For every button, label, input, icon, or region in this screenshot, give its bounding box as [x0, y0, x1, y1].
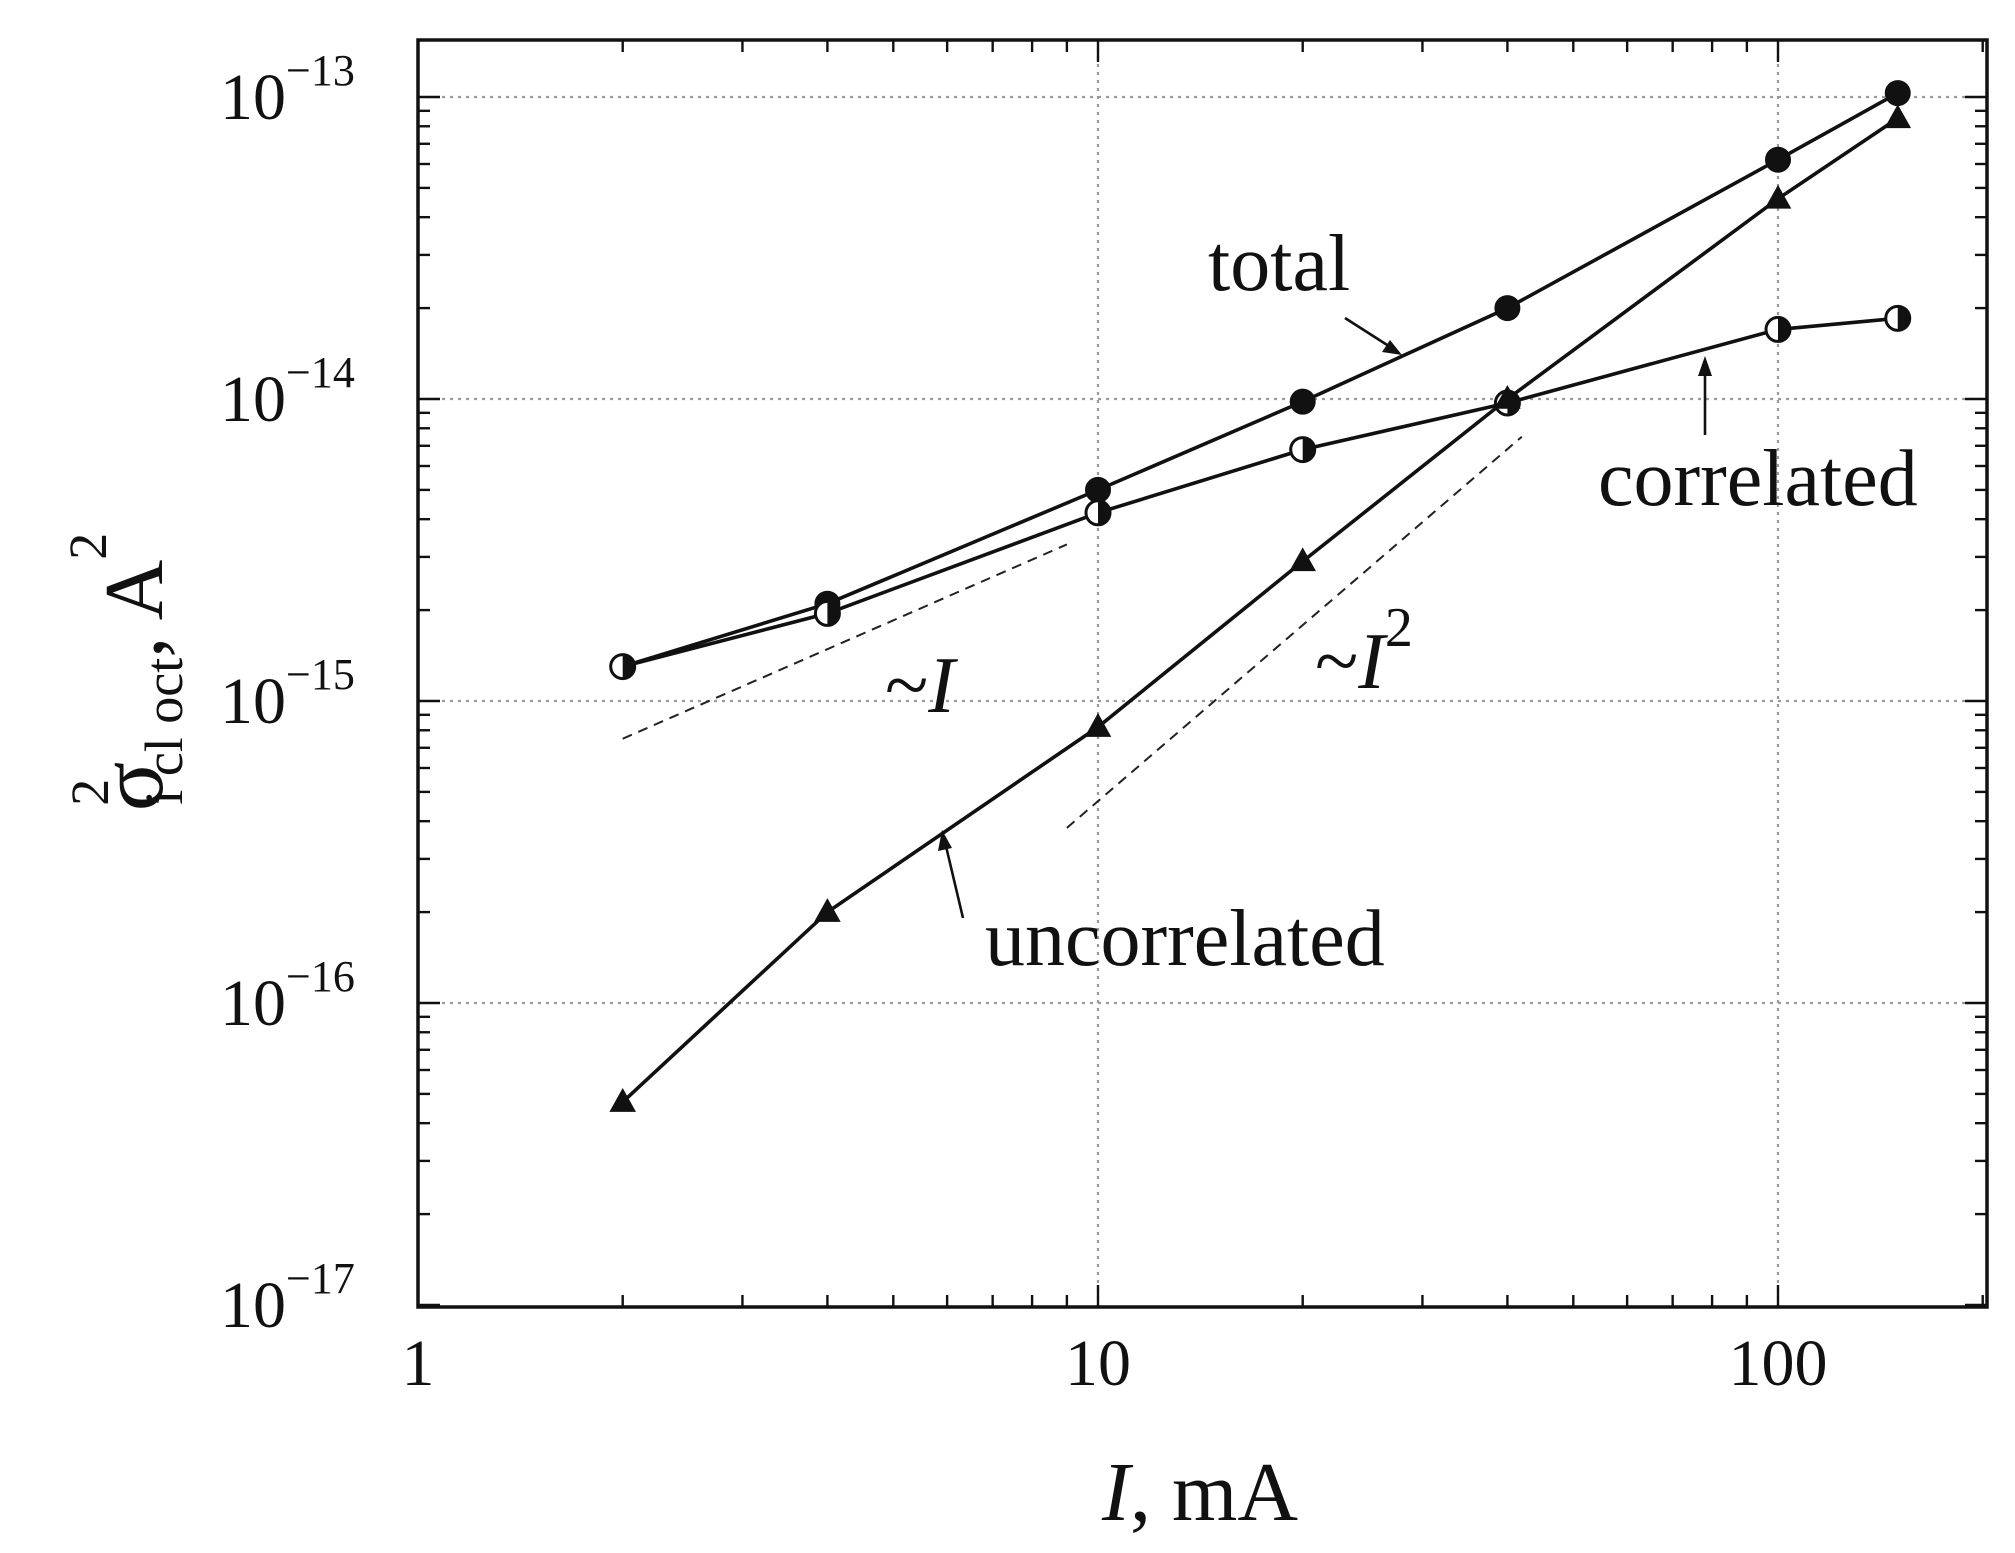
data-point-uncorrelated	[814, 898, 841, 922]
y-tick-label: 10−13	[220, 46, 355, 134]
y-axis-label-unit: , A	[88, 559, 181, 657]
total-arrow	[1344, 316, 1396, 352]
data-point-uncorrelated	[1289, 547, 1317, 572]
data-point-total	[1085, 476, 1111, 503]
y-tick-label-exponent: −13	[286, 46, 355, 95]
y-tick-label-base: 10	[220, 61, 286, 134]
data-point-correlated	[609, 653, 637, 681]
y-tick-label-base: 10	[220, 665, 286, 738]
trend-linear-prefix: ~	[885, 642, 928, 730]
data-point-correlated	[1884, 304, 1912, 332]
y-tick-label-exponent: −17	[286, 1254, 355, 1303]
total-arrow-head	[1382, 340, 1402, 355]
y-tick-label: 10−14	[220, 348, 355, 436]
trend-square-variable: I	[1357, 618, 1388, 706]
x-tick-label: 1	[402, 1327, 435, 1400]
y-tick-label-base: 10	[220, 363, 286, 436]
x-axis-label-unit: , mA	[1130, 1446, 1298, 1539]
label-trend-square: ~I2	[1315, 597, 1413, 706]
y-tick-label-exponent: −16	[286, 952, 355, 1001]
marker-fill-half	[827, 601, 840, 626]
label-uncorrelated: uncorrelated	[985, 895, 1385, 983]
label-correlated: correlated	[1598, 435, 1918, 523]
grid-layer	[418, 40, 1987, 1307]
marker-fill-half	[1778, 317, 1790, 342]
y-tick-label: 10−16	[220, 952, 355, 1040]
y-axis-label-unit-sup: 2	[58, 533, 118, 560]
label-trend-linear: ~I	[885, 642, 958, 730]
trend-layer	[622, 435, 1523, 829]
y-tick-label-base: 10	[220, 1269, 286, 1342]
data-point-uncorrelated	[609, 1088, 637, 1112]
data-point-correlated	[813, 599, 841, 627]
x-tick-label: 10	[1065, 1327, 1131, 1400]
data-point-total	[1765, 146, 1791, 173]
marker-fill-half	[622, 654, 635, 679]
x-axis-label: I, mA	[1101, 1446, 1298, 1539]
trend-linear-variable: I	[927, 642, 958, 730]
label-total: total	[1208, 220, 1350, 308]
data-point-uncorrelated	[1494, 385, 1521, 409]
correlated-arrow-head	[1698, 356, 1712, 376]
uncorrelated-arrow	[943, 841, 965, 919]
y-tick-label-exponent: −14	[286, 348, 355, 397]
y-tick-label-base: 10	[220, 967, 286, 1040]
data-point-total	[1494, 295, 1521, 322]
data-point-correlated	[1084, 499, 1112, 527]
series-line-total	[622, 91, 1899, 669]
data-point-uncorrelated	[1884, 104, 1912, 129]
y-axis-label-sup: 2	[60, 779, 120, 806]
trend-line	[1066, 435, 1523, 829]
trend-square-prefix: ~	[1315, 618, 1358, 706]
data-point-uncorrelated	[1084, 713, 1112, 737]
data-point-total	[1884, 80, 1911, 107]
plot-frame	[416, 38, 1989, 1309]
data-point-uncorrelated	[1764, 184, 1792, 209]
data-point-total	[1289, 388, 1316, 415]
data-point-correlated	[1289, 436, 1317, 464]
marker-fill-half	[1302, 437, 1315, 462]
annotation-arrows	[938, 316, 1712, 919]
uncorrelated-arrow-head	[938, 830, 952, 851]
y-tick-label: 10−17	[220, 1254, 355, 1342]
tick-layer	[416, 40, 1987, 1307]
series-layer	[609, 80, 1912, 1112]
y-tick-label-exponent: −15	[286, 650, 355, 699]
x-tick-label: 100	[1729, 1327, 1828, 1400]
y-tick-label: 10−15	[220, 650, 355, 738]
x-axis-label-variable: I	[1101, 1446, 1134, 1539]
y-axis-label-sub: i cl oct	[134, 658, 194, 805]
data-point-correlated	[1764, 315, 1792, 343]
y-axis-label: σ2 i cl oct, A2	[58, 533, 194, 812]
trend-square-exponent: 2	[1385, 597, 1413, 659]
y-axis-label-symbol: σ	[80, 762, 182, 812]
marker-fill-half	[1098, 500, 1110, 525]
trend-line	[622, 543, 1068, 740]
marker-fill-half	[1897, 306, 1910, 331]
